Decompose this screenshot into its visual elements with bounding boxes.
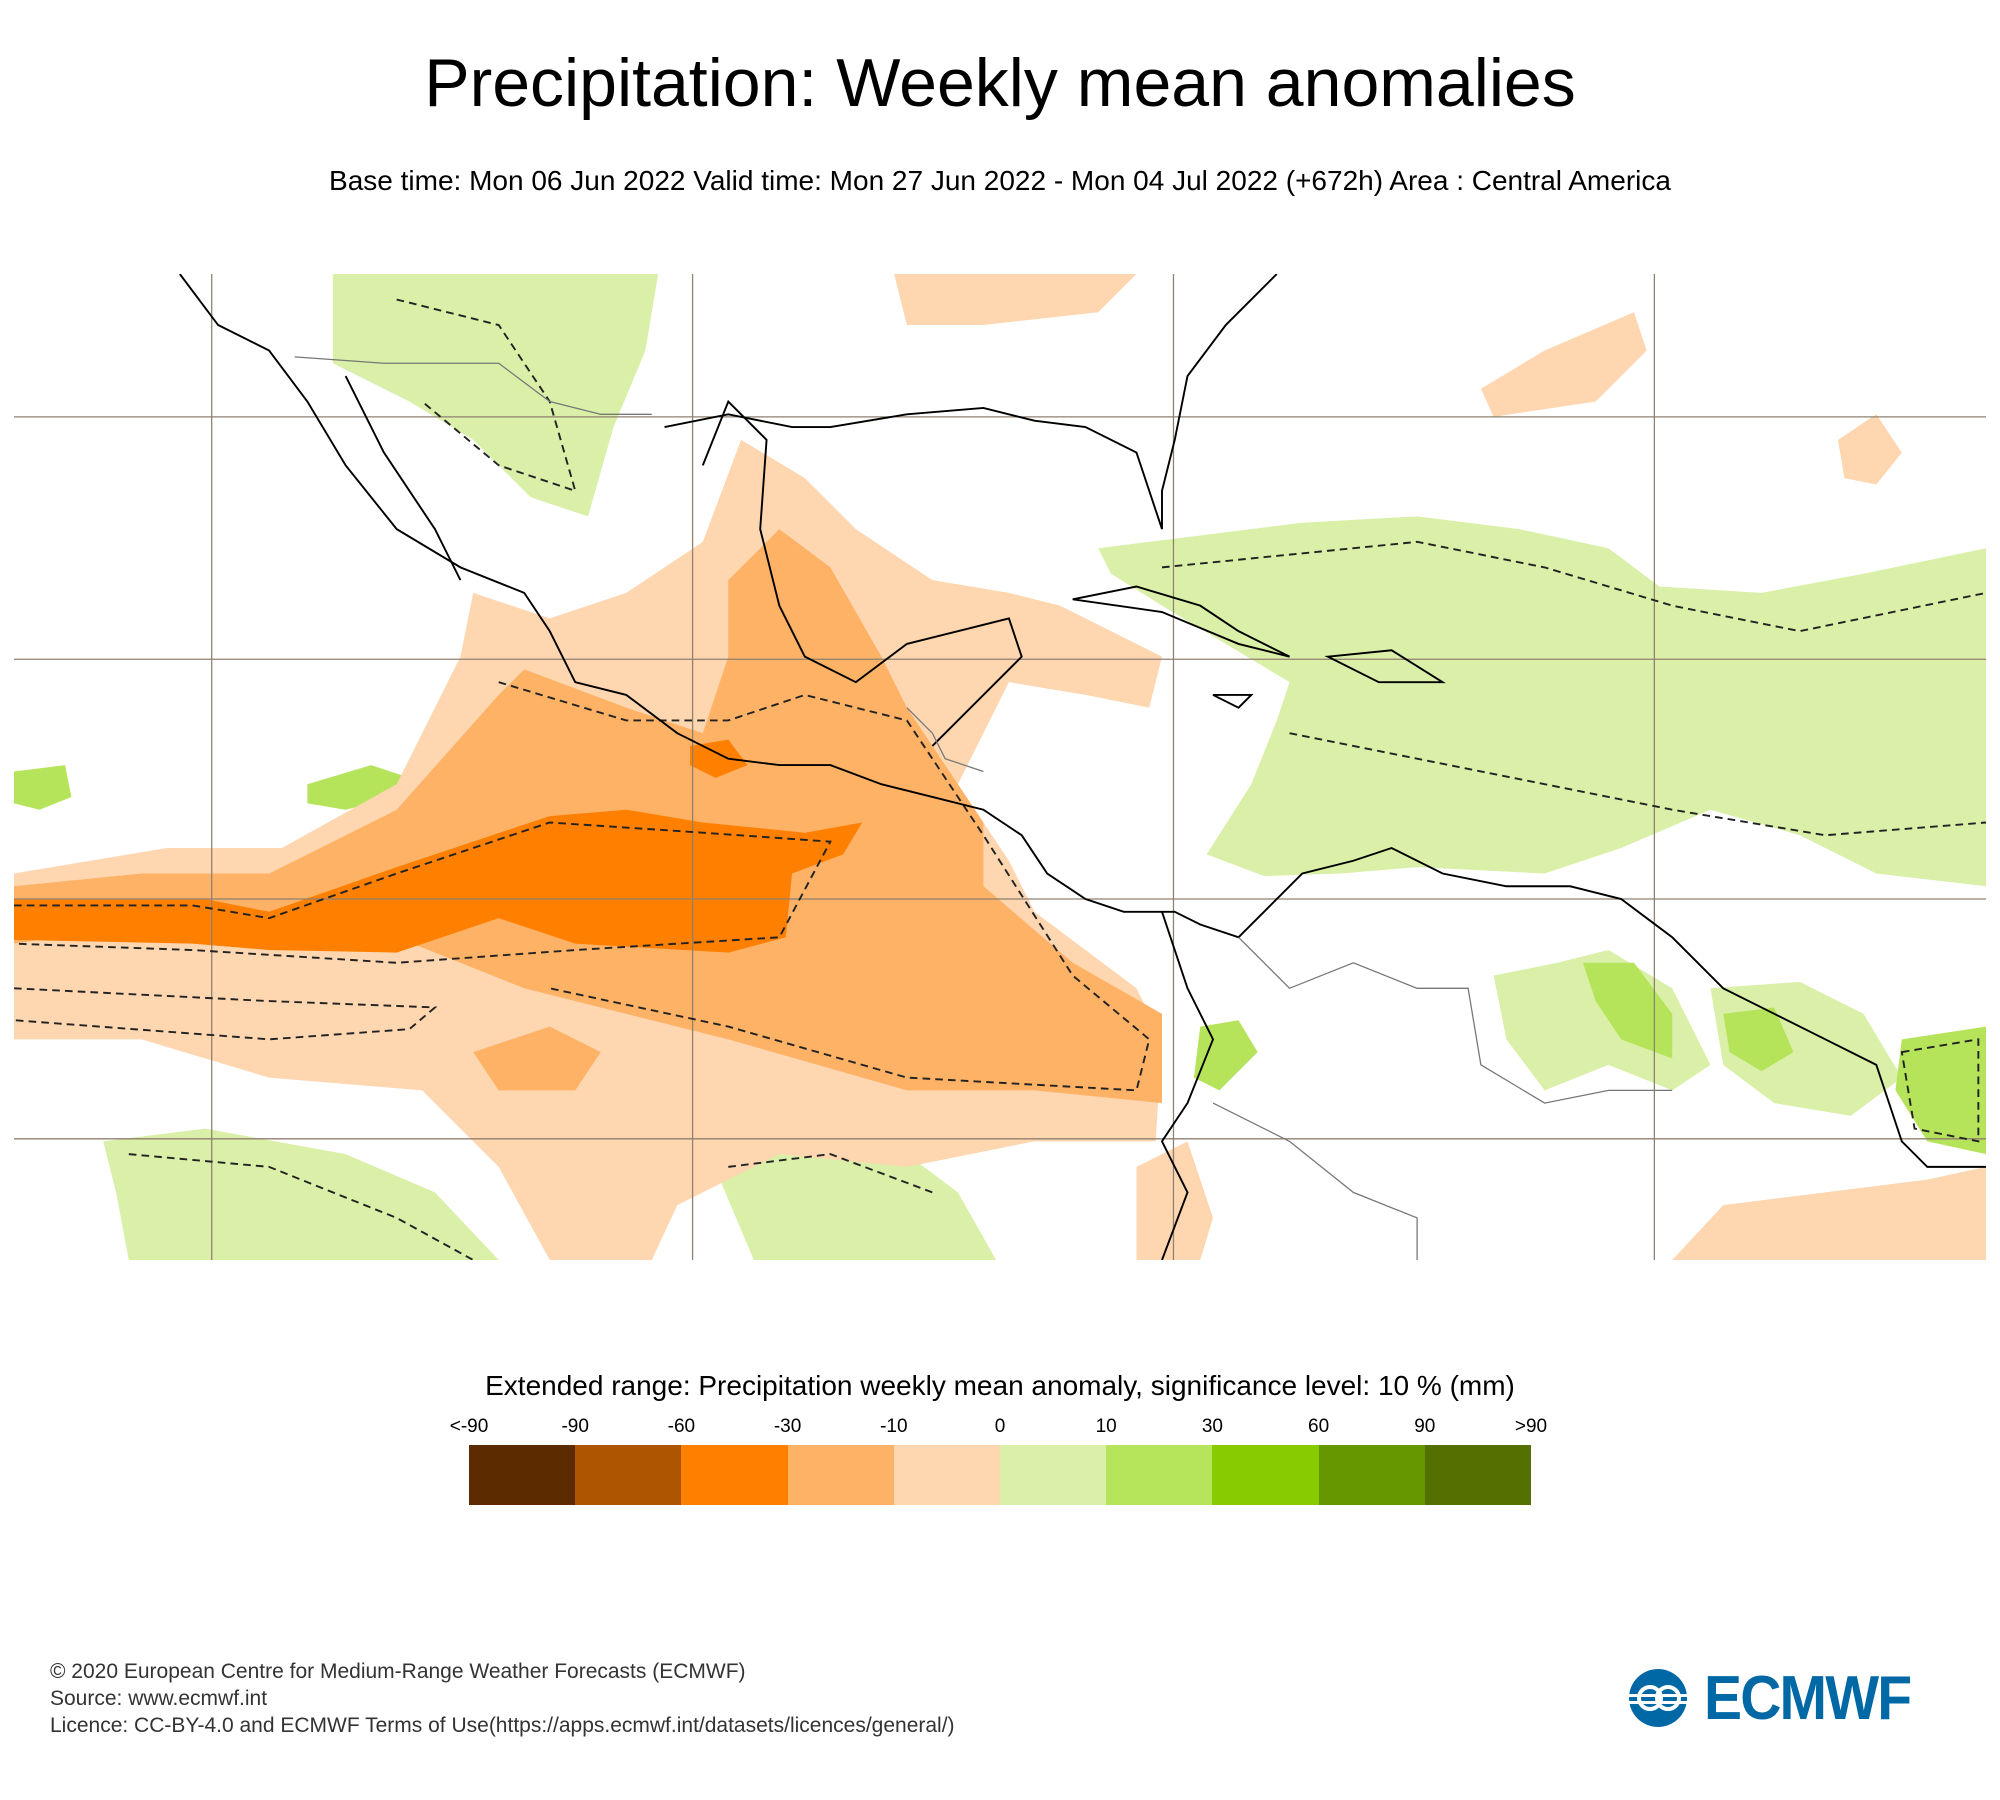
source-text: Source: www.ecmwf.int xyxy=(50,1687,268,1710)
wet-region-moderate-colombia xyxy=(1193,1020,1258,1091)
wet-region-galapagos xyxy=(709,1141,997,1260)
dry-region-moderate-south xyxy=(473,1026,601,1091)
precipitation-anomaly-map xyxy=(14,274,1986,1260)
colorbar-swatch xyxy=(1212,1445,1319,1505)
ecmwf-logo-icon xyxy=(1620,1669,1696,1727)
colorbar-swatch xyxy=(1424,1445,1532,1505)
wet-region-moderate-venezuela xyxy=(1582,962,1673,1059)
colorbar-label: 60 xyxy=(1308,1416,1330,1437)
colorbar-label: 90 xyxy=(1414,1416,1436,1437)
dry-region-strong-mexico xyxy=(690,739,748,778)
wet-region-moderate-guiana xyxy=(1723,1007,1794,1072)
colorbar xyxy=(469,1445,1532,1505)
colorbar-label: -10 xyxy=(880,1416,908,1437)
anomaly-fields xyxy=(14,274,1986,1260)
political-borders xyxy=(294,356,1673,1260)
colorbar-label: -30 xyxy=(773,1416,802,1437)
colorbar-swatch xyxy=(1106,1445,1213,1505)
coastlines xyxy=(179,274,1986,1260)
colorbar-title: Extended range: Precipitation weekly mea… xyxy=(485,1370,1515,1401)
dry-region-weak-top xyxy=(894,274,1137,326)
footer-credits: © 2020 European Centre for Medium-Range … xyxy=(50,1658,955,1739)
colorbar-label: 10 xyxy=(1095,1416,1117,1437)
dry-region-weak-southeast xyxy=(1672,1166,1986,1260)
ecmwf-logo: ECMWF xyxy=(1620,1664,1960,1733)
colorbar-label: -90 xyxy=(561,1416,589,1437)
wet-region-moderate-east xyxy=(1895,1026,1986,1155)
colorbar-label: 30 xyxy=(1201,1416,1223,1437)
copyright-text: © 2020 European Centre for Medium-Range … xyxy=(50,1660,746,1683)
licence-text: Licence: CC-BY-4.0 and ECMWF Terms of Us… xyxy=(50,1714,955,1737)
colorbar-swatch xyxy=(575,1445,682,1505)
wet-region-south-america xyxy=(1493,950,1711,1091)
wet-region-south-pacific xyxy=(103,1128,499,1260)
dry-region-weak-atlantic xyxy=(1838,414,1902,485)
colorbar-swatch xyxy=(681,1445,788,1505)
colorbar-label: -60 xyxy=(667,1416,696,1437)
dry-region-weak-northeast xyxy=(1480,312,1647,417)
colorbar-swatch xyxy=(469,1445,576,1505)
colorbar-labels: <-90 -90 -60 -30 -10 0 10 30 60 90 >90 xyxy=(450,1416,1547,1440)
logo-text: ECMWF xyxy=(1704,1663,1912,1733)
colorbar-swatch xyxy=(1000,1445,1107,1505)
wet-region-caribbean xyxy=(1098,516,1986,887)
wet-region-moderate-west2 xyxy=(14,765,72,810)
colorbar-swatch xyxy=(1318,1445,1425,1505)
colorbar-label: >90 xyxy=(1514,1416,1548,1437)
colorbar-swatch xyxy=(787,1445,894,1505)
dry-region-weak-ecuador xyxy=(1136,1141,1214,1260)
chart-title: Precipitation: Weekly mean anomalies xyxy=(424,45,1576,121)
wet-region-north-mexico xyxy=(332,274,659,517)
chart-subtitle: Base time: Mon 06 Jun 2022 Valid time: M… xyxy=(329,165,1671,196)
significance-contours xyxy=(14,298,1986,1260)
dry-region-strong-pacific xyxy=(14,809,863,953)
graticule xyxy=(14,274,1986,1260)
colorbar-swatch xyxy=(893,1445,1001,1505)
colorbar-label: <-90 xyxy=(449,1416,489,1437)
colorbar-label: 0 xyxy=(994,1416,1006,1437)
